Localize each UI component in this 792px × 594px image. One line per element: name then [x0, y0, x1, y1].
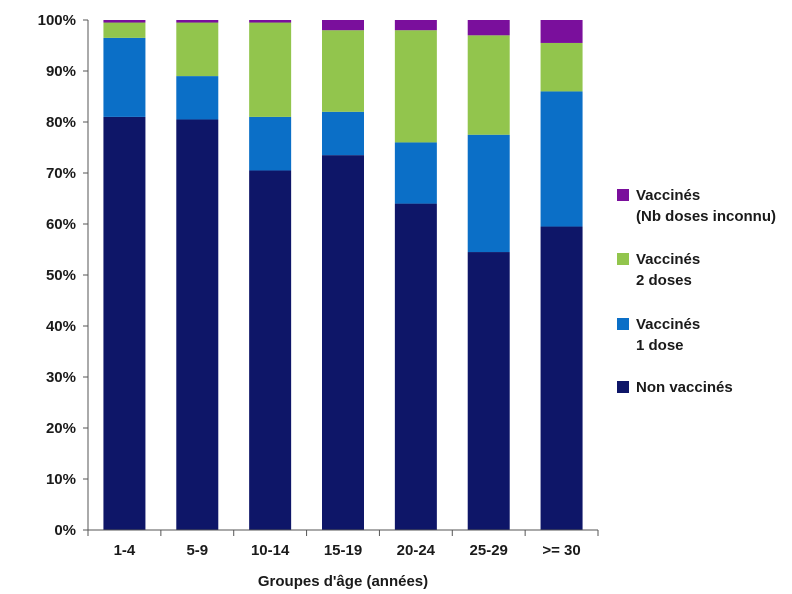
legend-label: Vaccinés: [636, 187, 700, 204]
bar-segment-1-4: [103, 20, 146, 23]
y-tick-label: 40%: [46, 318, 76, 335]
legend-item: Vaccinés 2 doses: [617, 251, 700, 289]
bar-segment-5-4: [394, 20, 437, 31]
y-tick-label: 0%: [54, 522, 76, 539]
bar-segment-7-3: [540, 42, 583, 92]
bar-segment-3-3: [249, 22, 292, 117]
bar-segment-1-1: [103, 116, 146, 531]
bar-segment-5-1: [394, 203, 437, 530]
bar-segment-2-4: [176, 20, 219, 23]
legend-item: Non vaccinés: [617, 379, 733, 396]
x-tick-label: 5-9: [186, 542, 208, 559]
bar-segment-7-4: [540, 20, 583, 43]
axes-group: [83, 19, 599, 536]
bar-segment-4-1: [322, 155, 364, 530]
x-tick-label: 1-4: [114, 542, 136, 559]
legend-swatch: [617, 318, 629, 330]
legend-label: 1 dose: [636, 337, 684, 354]
legend-label: 2 doses: [636, 272, 692, 289]
bar-segment-6-4: [467, 20, 510, 36]
bar-segment-1-3: [103, 22, 146, 38]
bar-segment-6-1: [467, 252, 510, 531]
bar-segment-4-4: [322, 20, 364, 31]
legend: Vaccinés (Nb doses inconnu) Vaccinés 2 dose…: [617, 187, 776, 396]
bar-segment-3-1: [249, 170, 292, 530]
legend-swatch: [617, 381, 629, 393]
y-tick-label: 50%: [46, 267, 76, 284]
legend-label: Vaccinés: [636, 251, 700, 268]
bar-segment-3-2: [249, 116, 292, 171]
bar-segment-6-3: [467, 35, 510, 135]
y-tick-label: 20%: [46, 420, 76, 437]
y-tick-label: 100%: [38, 12, 76, 29]
x-tick-label: 15-19: [324, 542, 362, 559]
y-tick-label: 60%: [46, 216, 76, 233]
y-tick-labels: 0% 10% 20% 30% 40% 50% 60% 70% 80% 90% 100%: [38, 12, 76, 539]
bar-segment-2-1: [176, 119, 219, 530]
bar-segment-3-4: [249, 20, 292, 23]
legend-item: Vaccinés 1 dose: [617, 316, 700, 354]
bar-segment-7-1: [540, 226, 583, 531]
y-tick-label: 30%: [46, 369, 76, 386]
x-axis-title: Groupes d'âge (années): [258, 573, 428, 590]
x-tick-labels: 1-4 5-9 10-14 15-19 20-24 25-29 >= 30: [114, 542, 581, 559]
bar-segment-4-3: [322, 30, 364, 112]
bar-segment-6-2: [467, 134, 510, 253]
bar-segment-2-2: [176, 76, 219, 120]
x-tick-label: 20-24: [397, 542, 436, 559]
bar-segment-4-2: [322, 111, 364, 156]
legend-label: (Nb doses inconnu): [636, 208, 776, 225]
y-tick-label: 10%: [46, 471, 76, 488]
y-tick-label: 80%: [46, 114, 76, 131]
legend-swatch: [617, 253, 629, 265]
y-tick-label: 90%: [46, 63, 76, 80]
legend-swatch: [617, 189, 629, 201]
bar-segment-5-3: [394, 30, 437, 143]
legend-label: Non vaccinés: [636, 379, 733, 396]
y-tick-label: 70%: [46, 165, 76, 182]
x-tick-label: 10-14: [251, 542, 290, 559]
bars-group: [103, 20, 583, 531]
x-tick-label: >= 30: [542, 542, 580, 559]
legend-label: Vaccinés: [636, 316, 700, 333]
bar-segment-7-2: [540, 91, 583, 227]
bar-segment-1-2: [103, 37, 146, 117]
bar-segment-2-3: [176, 22, 219, 77]
legend-item: Vaccinés (Nb doses inconnu): [617, 187, 776, 225]
bar-segment-5-2: [394, 142, 437, 204]
x-tick-label: 25-29: [470, 542, 508, 559]
